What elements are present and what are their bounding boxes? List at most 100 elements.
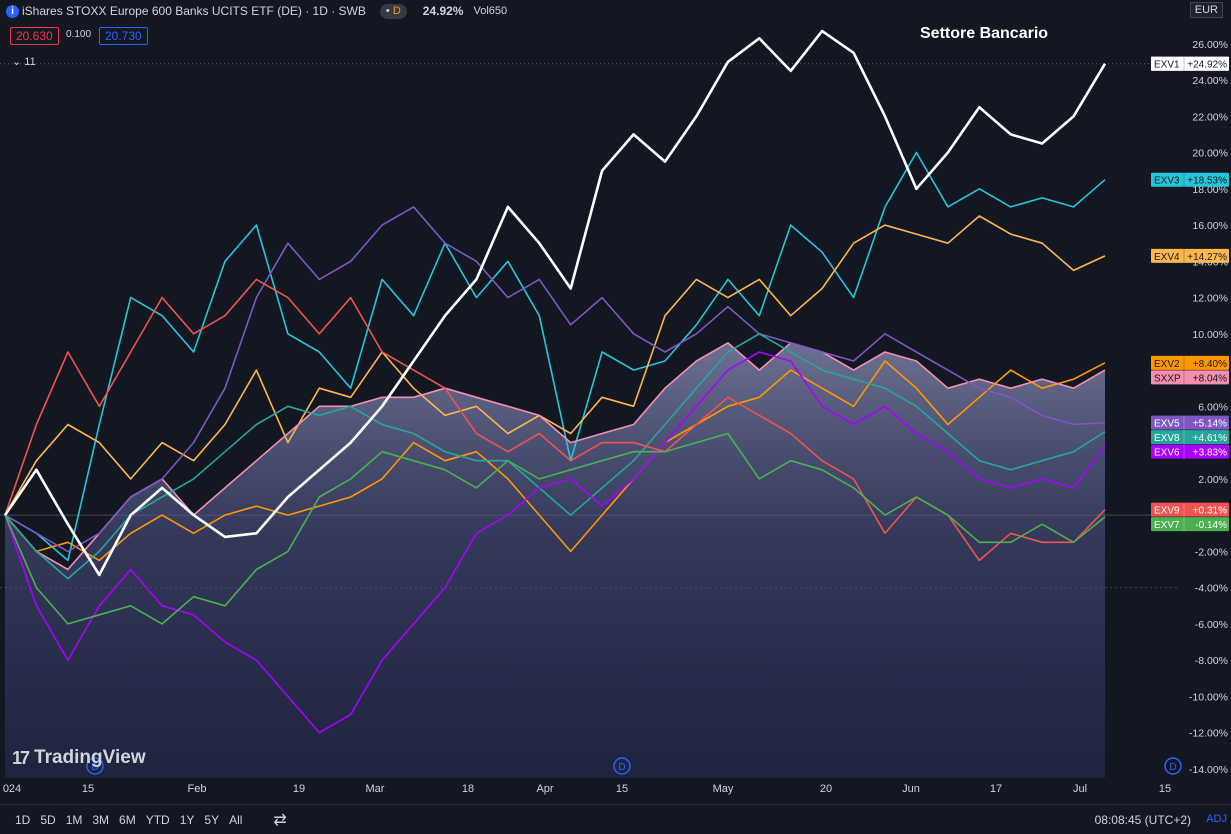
series-line-exv1[interactable] [3, 29, 1107, 577]
currency-selector[interactable]: EUR [1189, 2, 1223, 18]
info-icon[interactable]: i [6, 4, 19, 18]
series-tag-value: +18.53% [1187, 176, 1227, 187]
series-tag-name: EXV5 [1154, 419, 1180, 430]
collapse-count: 11 [24, 56, 36, 68]
series-tag-name: EXV2 [1154, 359, 1180, 370]
series-tag-value: +3.83% [1193, 448, 1227, 459]
series-line-exv4[interactable] [4, 215, 1106, 516]
y-tick-label: 6.00% [1198, 401, 1228, 413]
clock[interactable]: 08:08:45 (UTC+2) [1094, 813, 1191, 827]
x-tick-label: 15 [616, 783, 628, 795]
series-tag-bg [1151, 248, 1229, 263]
x-tick-label: Mar [366, 783, 385, 795]
range-button-1y[interactable]: 1Y [179, 812, 195, 827]
x-tick-label: 18 [462, 783, 474, 795]
series-tag-bg [1151, 172, 1229, 187]
series-tag-bg [1151, 517, 1229, 532]
annotation-title: Settore Bancario [920, 25, 1049, 42]
x-tick-label: 024 [3, 783, 21, 795]
series-tag-value: +14.27% [1187, 252, 1227, 263]
dividend-marker-icon[interactable] [1164, 757, 1182, 775]
indicator-collapse-button[interactable]: ⌄ 11 [12, 55, 36, 68]
series-tag-sxxp[interactable]: SXXP +8.04% [1151, 370, 1229, 385]
tradingview-logo-text: TradingView [34, 747, 146, 768]
symbol-header: i iShares STOXX Europe 600 Banks UCITS E… [0, 0, 1180, 22]
series-tag-exv5[interactable]: EXV5 +5.14% [1151, 415, 1229, 430]
series-line-exv7[interactable] [4, 432, 1106, 625]
series-tag-exv8[interactable]: EXV8 +4.61% [1151, 430, 1229, 445]
series-tag-exv2[interactable]: EXV2 +8.40% [1151, 355, 1229, 370]
series-tag-exv9[interactable]: EXV9 +0.31% [1151, 502, 1229, 517]
series-tag-bg-white [1151, 56, 1229, 71]
tradingview-logo-icon: 17 [12, 747, 30, 768]
range-button-1d[interactable]: 1D [15, 812, 31, 827]
y-tick-label: -10.00% [1189, 691, 1228, 703]
range-button-6m[interactable]: 6M [119, 812, 136, 827]
range-button-ytd[interactable]: YTD [145, 812, 170, 827]
range-button-all[interactable]: All [229, 812, 243, 827]
range-button-5d[interactable]: 5D [40, 812, 56, 827]
range-button-5y[interactable]: 5Y [204, 812, 220, 827]
x-tick-label: 17 [990, 783, 1002, 795]
volume-label: Vol [473, 5, 489, 17]
series-tag-exv3[interactable]: EXV3 +18.53% [1151, 172, 1229, 187]
series-tag-value: +4.61% [1193, 433, 1227, 444]
series-tag-value: +0.31% [1193, 506, 1227, 517]
bid-price[interactable]: 20.630 [10, 27, 59, 45]
series-tag-exv7[interactable]: EXV7 -0.14% [1151, 517, 1229, 532]
y-tick-label: 26.00% [1192, 39, 1228, 51]
series-tag-name: EXV3 [1154, 176, 1180, 187]
x-tick-label: Apr [536, 783, 553, 795]
series-tag-bg [1151, 430, 1229, 445]
bottom-toolbar: 1D 5D 1M 3M 6M YTD 1Y 5Y All ⇄ 08:08:45 (UTC+2) … [0, 804, 1231, 834]
series-tag-exv6[interactable]: EXV6 +3.83% [1151, 444, 1229, 459]
series-tag-exv4[interactable]: EXV4 +14.27% [1151, 248, 1229, 263]
dividend-marker-icon[interactable] [613, 757, 631, 775]
series-tag-bg [1151, 444, 1229, 459]
chevron-down-icon: ⌄ [12, 56, 25, 68]
x-tick-label: 19 [293, 783, 305, 795]
series-line-exv8[interactable] [4, 333, 1106, 580]
y-tick-label: 22.00% [1192, 111, 1228, 123]
y-tick-label: 20.00% [1192, 148, 1228, 160]
y-tick-label: -6.00% [1195, 619, 1228, 631]
dividend-marker-icon[interactable] [86, 757, 104, 775]
badge-letter: D [392, 4, 401, 17]
x-tick-label: 15 [1159, 783, 1171, 795]
y-tick-label: 18.00% [1192, 184, 1228, 196]
series-tag-bg [1151, 370, 1229, 385]
adj-toggle[interactable]: ADJ [1206, 813, 1227, 825]
series-line-exv5[interactable] [4, 206, 1106, 553]
range-button-3m[interactable]: 3M [92, 812, 110, 827]
dividend-marker-label: D [91, 762, 98, 773]
dividend-marker-label: D [618, 762, 625, 773]
change-percent: 24.92% [422, 4, 464, 18]
range-button-1m[interactable]: 1M [65, 812, 83, 827]
x-tick-label: 20 [820, 783, 832, 795]
series-tag-value: +5.14% [1193, 419, 1227, 430]
dividend-marker-label: D [1169, 762, 1176, 773]
tradingview-logo: 17 TradingView [12, 747, 146, 769]
series-line-exv3[interactable] [4, 151, 1106, 562]
x-tick-label: 15 [82, 783, 94, 795]
series-tag-name: EXV4 [1154, 252, 1180, 263]
spread-value: 0.100 [66, 29, 92, 40]
series-tag-value: +8.40% [1193, 359, 1227, 370]
series-tag-bg [1151, 355, 1229, 370]
y-tick-label: 12.00% [1192, 293, 1228, 305]
series-tag-bg [1151, 502, 1229, 517]
compare-icon[interactable]: ⇄ [273, 811, 287, 829]
y-tick-label: -4.00% [1195, 583, 1228, 595]
y-tick-label: 16.00% [1192, 220, 1228, 232]
series-line-exv6[interactable] [4, 351, 1106, 734]
symbol-title[interactable]: iShares STOXX Europe 600 Banks UCITS ETF… [22, 4, 366, 18]
sxxp-area [5, 342, 1105, 778]
series-tag-exv1[interactable]: EXV1 +24.92% [1151, 56, 1229, 71]
ask-price[interactable]: 20.730 [99, 27, 148, 45]
y-tick-label: -8.00% [1195, 655, 1228, 667]
dividend-badge[interactable]: • D [379, 3, 407, 19]
series-tag-name: SXXP [1154, 373, 1181, 384]
x-tick-label: Feb [188, 783, 207, 795]
series-line-exv2[interactable] [4, 360, 1106, 562]
